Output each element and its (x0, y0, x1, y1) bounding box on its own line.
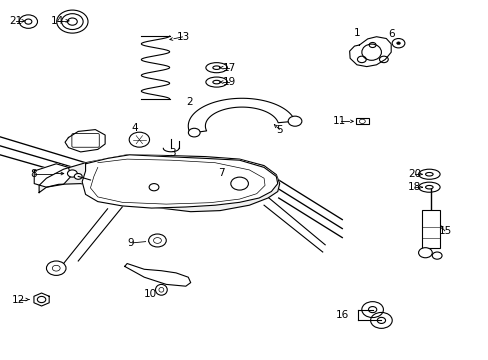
Text: 12: 12 (12, 294, 25, 305)
Circle shape (148, 234, 166, 247)
Text: 19: 19 (223, 77, 236, 87)
Text: 11: 11 (332, 116, 346, 126)
Circle shape (418, 248, 431, 258)
Text: 4: 4 (131, 123, 138, 133)
Polygon shape (188, 98, 294, 133)
Bar (422, 210, 439, 248)
Text: 3: 3 (168, 148, 175, 158)
Text: 2: 2 (186, 96, 193, 107)
Text: 14: 14 (51, 16, 64, 26)
Polygon shape (349, 37, 390, 67)
Text: 18: 18 (407, 182, 421, 192)
Polygon shape (34, 164, 71, 187)
Text: 17: 17 (223, 63, 236, 73)
Text: 16: 16 (335, 310, 348, 320)
Text: 10: 10 (144, 289, 157, 299)
Polygon shape (39, 155, 279, 212)
Polygon shape (124, 264, 190, 286)
Text: 15: 15 (437, 226, 451, 236)
Circle shape (287, 116, 301, 126)
Text: 21: 21 (9, 16, 22, 26)
Text: 1: 1 (353, 28, 360, 38)
Circle shape (46, 261, 66, 275)
Circle shape (74, 174, 82, 179)
Text: 13: 13 (176, 32, 190, 42)
Polygon shape (34, 293, 49, 306)
Text: 9: 9 (127, 238, 134, 248)
Circle shape (149, 184, 159, 191)
Circle shape (396, 42, 400, 45)
Circle shape (67, 170, 77, 177)
Text: 7: 7 (218, 168, 224, 178)
Bar (355, 118, 368, 124)
Circle shape (230, 177, 248, 190)
Ellipse shape (155, 284, 167, 295)
Circle shape (391, 39, 404, 48)
Text: 20: 20 (407, 169, 420, 179)
Text: 8: 8 (30, 168, 37, 179)
Circle shape (431, 252, 441, 259)
Text: 6: 6 (387, 29, 394, 39)
Circle shape (188, 128, 200, 137)
Circle shape (129, 132, 149, 147)
Text: 5: 5 (276, 125, 283, 135)
Polygon shape (65, 130, 105, 152)
Polygon shape (82, 155, 277, 208)
